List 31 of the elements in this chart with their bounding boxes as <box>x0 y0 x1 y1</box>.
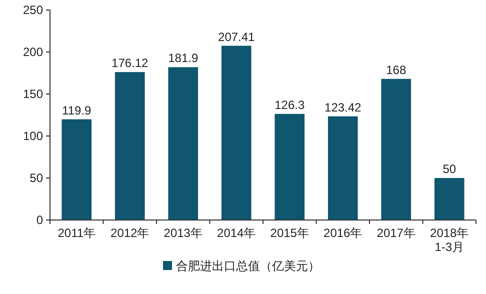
x-tick-label: 2014年 <box>217 226 256 240</box>
bar <box>328 116 358 220</box>
data-label: 50 <box>442 162 456 176</box>
y-tick-label: 50 <box>30 171 44 185</box>
bar <box>381 78 412 220</box>
bar <box>434 178 464 220</box>
x-tick-label: 2015年 <box>270 226 309 240</box>
data-label: 181.9 <box>168 51 198 66</box>
x-tick-label: 2016年 <box>324 226 362 240</box>
data-label: 119.9 <box>62 103 92 118</box>
data-label: 207.41 <box>218 30 256 44</box>
x-tick-label: 2012年 <box>110 226 150 240</box>
bar <box>221 46 252 220</box>
y-tick-label: 100 <box>22 129 44 143</box>
bar <box>114 72 145 220</box>
data-label: 168 <box>386 62 406 77</box>
bar <box>62 119 92 220</box>
y-tick-label: 250 <box>22 3 44 17</box>
x-tick-label: 2018年 1-3月 <box>430 226 469 254</box>
bar <box>168 67 198 220</box>
x-tick-label: 2011年 <box>58 226 96 240</box>
x-tick-label: 2017年 <box>376 226 416 240</box>
data-label: 126.3 <box>274 98 305 112</box>
y-tick-label: 150 <box>22 87 44 101</box>
legend-label: 合肥进出口总值（亿美元） <box>176 259 320 273</box>
bar <box>274 114 305 220</box>
data-label: 176.12 <box>112 56 149 70</box>
data-label: 123.42 <box>324 100 362 114</box>
y-tick-label: 0 <box>36 213 44 227</box>
x-tick-label: 2013年 <box>164 226 202 240</box>
y-tick-label: 200 <box>22 45 44 59</box>
